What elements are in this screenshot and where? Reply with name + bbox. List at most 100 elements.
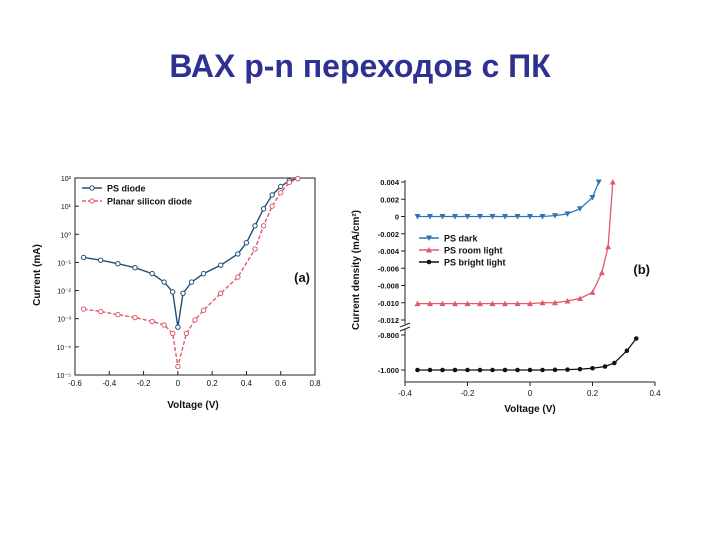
y-tick-label-a: 10² [61, 176, 72, 183]
data-point-a-1 [200, 307, 207, 313]
x-tick-label-b: 0.4 [649, 389, 661, 398]
data-point-b-2 [540, 367, 545, 373]
data-point-b-1 [539, 299, 546, 306]
data-point-b-1 [452, 300, 458, 307]
series-line-a-1 [83, 177, 299, 367]
data-point-b-0 [595, 179, 602, 185]
data-point-a-0 [175, 324, 181, 330]
y-tick-label-lower-b: -0.800 [378, 331, 399, 340]
data-point-a-0 [180, 290, 186, 296]
data-point-b-2 [602, 364, 608, 369]
data-point-a-0 [243, 240, 250, 246]
data-point-a-1 [80, 306, 87, 312]
data-point-b-0 [414, 214, 421, 220]
x-tick-label-a: 0.2 [207, 379, 219, 388]
data-point-b-2 [440, 367, 445, 373]
y-tick-label-a: 10⁻⁴ [57, 345, 72, 352]
x-tick-label-a: 0 [176, 379, 181, 388]
data-point-b-0 [477, 214, 483, 220]
data-point-a-0 [260, 206, 267, 212]
data-point-b-2 [552, 367, 558, 373]
y-tick-label-a: 10⁻³ [57, 317, 71, 324]
data-point-b-2 [565, 367, 570, 372]
data-point-b-1 [514, 300, 521, 307]
data-point-a-1 [269, 203, 275, 209]
legend-marker-a-1 [89, 198, 95, 204]
legend-marker-a-0 [89, 185, 95, 191]
data-point-a-0 [149, 270, 155, 277]
data-point-b-2 [624, 348, 630, 354]
data-point-b-2 [590, 365, 595, 371]
data-point-b-0 [539, 214, 546, 220]
x-tick-label-a: 0.4 [241, 379, 253, 388]
x-tick-label-a: -0.2 [137, 379, 151, 388]
data-point-a-1 [192, 317, 198, 323]
data-point-b-0 [489, 214, 496, 220]
data-point-b-2 [515, 367, 520, 373]
y-tick-label-upper-b: -0.012 [378, 316, 399, 325]
x-tick-label-b: 0 [528, 389, 533, 398]
data-point-b-0 [464, 214, 471, 220]
data-point-b-2 [502, 367, 508, 373]
data-point-b-1 [527, 300, 533, 307]
data-point-b-0 [514, 214, 521, 220]
x-tick-label-b: -0.2 [461, 389, 475, 398]
data-point-b-1 [552, 299, 558, 306]
data-point-a-1 [149, 318, 155, 325]
data-point-b-0 [552, 213, 558, 219]
data-point-b-2 [612, 360, 617, 366]
x-tick-label-a: -0.6 [68, 379, 82, 388]
data-point-b-2 [427, 367, 433, 373]
y-tick-label-a: 10⁻⁵ [57, 373, 71, 380]
series-line-b-0 [417, 181, 600, 218]
panel-label-a: (a) [294, 270, 310, 285]
data-point-b-2 [465, 367, 470, 373]
data-point-a-0 [218, 262, 224, 268]
y-tick-label-upper-b: -0.002 [378, 230, 399, 239]
y-tick-label-a: 10⁰ [60, 231, 71, 239]
plot-frame-a [74, 177, 316, 376]
data-point-a-0 [80, 254, 87, 261]
data-point-b-2 [477, 367, 483, 373]
data-point-b-1 [464, 300, 471, 307]
data-point-a-1 [170, 330, 176, 337]
data-point-b-0 [427, 214, 433, 220]
data-point-b-0 [502, 214, 508, 220]
y-tick-label-a: 10¹ [61, 204, 72, 211]
y-tick-label-upper-b: -0.004 [378, 247, 400, 256]
data-point-a-0 [235, 251, 241, 257]
y-tick-label-upper-b: 0 [395, 213, 399, 222]
slide-title: ВАХ p-n переходов с ПК [169, 48, 551, 84]
data-point-a-1 [98, 308, 104, 315]
data-point-b-0 [452, 214, 458, 220]
data-point-a-0 [200, 270, 207, 277]
x-tick-label-b: 0.2 [587, 389, 599, 398]
data-point-b-0 [564, 211, 571, 217]
data-point-a-1 [260, 223, 267, 229]
data-point-a-0 [269, 192, 275, 198]
data-point-a-1 [252, 246, 258, 252]
data-point-a-1 [175, 363, 181, 370]
y-tick-label-upper-b: -0.010 [378, 299, 399, 308]
data-point-a-1 [295, 175, 301, 182]
data-point-a-0 [98, 257, 104, 263]
data-point-a-1 [218, 290, 224, 296]
legend-marker-b-1 [426, 247, 432, 253]
x-tick-label-a: 0.8 [309, 379, 321, 388]
data-point-a-1 [115, 311, 121, 318]
x-axis-label-a: Voltage (V) [167, 400, 218, 411]
axis-break-marker [399, 322, 411, 332]
data-point-a-1 [235, 274, 241, 280]
series-line-b-1 [417, 181, 614, 305]
data-point-a-1 [161, 322, 167, 328]
panel-label-b: (b) [633, 262, 650, 277]
legend-label-b-0: PS dark [444, 234, 479, 244]
data-point-b-2 [577, 366, 583, 372]
data-point-b-1 [609, 179, 616, 185]
y-axis-label-a: Current (mA) [32, 244, 43, 306]
data-point-a-0 [132, 264, 138, 271]
legend-label-b-1: PS room light [444, 246, 503, 256]
y-tick-label-lower-b: -1.000 [378, 366, 399, 375]
data-point-b-2 [490, 367, 495, 373]
y-tick-label-upper-b: 0.002 [380, 195, 399, 204]
